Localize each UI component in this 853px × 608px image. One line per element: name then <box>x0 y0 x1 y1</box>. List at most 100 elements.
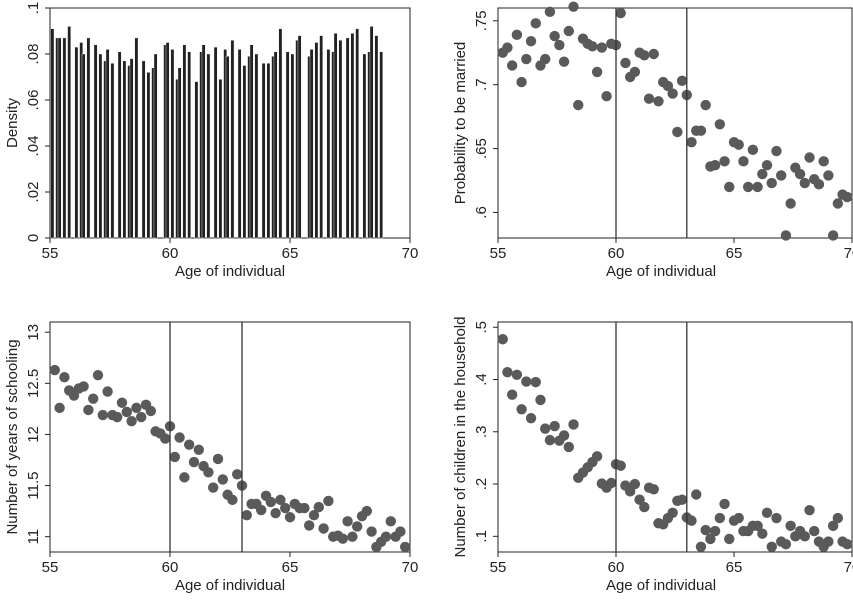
x-axis-label: Age of individual <box>175 263 285 280</box>
y-tick-label: .7 <box>473 78 490 91</box>
panel-4: 55 60 65 70 .1 .2 .3 .4 .5 Age of individual Numbe… <box>452 317 853 594</box>
y-tick-label: 12.5 <box>25 369 42 398</box>
bar <box>177 67 182 239</box>
x-tick-label: 55 <box>42 245 59 262</box>
data-point <box>544 6 556 18</box>
data-point <box>813 179 825 190</box>
bar <box>74 46 79 239</box>
bar <box>141 60 146 239</box>
data-point <box>799 177 810 189</box>
data-point <box>705 533 716 545</box>
data-point <box>227 494 238 506</box>
panel-2: 55 60 65 70 .6 .65 .7 .75 Age of individual Proba… <box>452 1 853 280</box>
data-point <box>525 412 537 424</box>
data-point <box>54 402 65 414</box>
data-point <box>265 496 276 508</box>
data-point <box>102 386 113 397</box>
data-point <box>733 512 744 524</box>
data-point <box>516 76 527 88</box>
data-point <box>648 484 659 495</box>
y-tick-label: 11.5 <box>25 472 42 500</box>
x-tick-label: 70 <box>402 245 419 262</box>
data-point <box>49 364 60 376</box>
data-point <box>752 520 763 532</box>
data-point <box>615 460 626 471</box>
data-point <box>629 66 641 78</box>
data-point <box>78 381 89 392</box>
x-tick-label: 60 <box>608 245 625 262</box>
data-point <box>752 181 763 193</box>
data-point <box>823 536 834 547</box>
data-point <box>530 376 541 388</box>
data-point <box>809 525 820 537</box>
data-point <box>169 451 180 463</box>
data-point <box>700 99 711 111</box>
x-tick-label: 60 <box>162 245 179 262</box>
y-tick-label: 11 <box>25 529 42 545</box>
data-point <box>174 432 185 443</box>
data-point <box>766 177 777 189</box>
data-point <box>653 96 664 107</box>
data-point <box>284 512 296 523</box>
data-point <box>352 521 363 532</box>
data-point <box>179 472 190 483</box>
bar <box>254 53 259 239</box>
data-point <box>695 125 707 136</box>
data-point <box>648 48 659 60</box>
bar <box>86 37 91 239</box>
x-axis-label: Age of individual <box>606 577 716 594</box>
data-point <box>615 7 626 19</box>
data-point <box>568 1 579 12</box>
x-axis-label: Age of individual <box>606 263 716 280</box>
data-point <box>521 376 532 387</box>
data-point <box>385 516 396 527</box>
data-point <box>549 30 560 42</box>
bar <box>213 46 218 239</box>
data-point <box>506 60 518 71</box>
bar <box>194 81 199 239</box>
data-point <box>558 56 570 67</box>
data-point <box>724 533 735 545</box>
data-point <box>785 520 796 532</box>
data-point <box>785 198 796 209</box>
plot-frame <box>49 321 411 553</box>
data-point <box>639 50 650 61</box>
data-point <box>217 474 228 485</box>
data-point <box>88 393 99 404</box>
bar <box>369 26 374 239</box>
bar <box>314 42 319 239</box>
data-point <box>620 57 631 69</box>
bar <box>57 37 62 239</box>
bar <box>326 49 331 239</box>
bar <box>237 49 242 239</box>
x-axis-label: Age of individual <box>175 577 285 594</box>
data-point <box>719 498 730 510</box>
data-point <box>686 515 697 526</box>
data-point <box>818 156 829 167</box>
data-point <box>342 516 353 527</box>
y-tick-label: .06 <box>25 90 42 111</box>
data-point <box>530 18 541 29</box>
data-point <box>591 66 603 78</box>
data-point <box>549 420 560 432</box>
bar <box>50 28 55 239</box>
data-point <box>700 524 711 536</box>
data-point <box>832 512 844 524</box>
data-point <box>563 25 574 37</box>
data-point <box>337 533 348 544</box>
data-point <box>308 510 320 521</box>
data-point <box>361 505 372 517</box>
data-point <box>208 482 219 493</box>
data-point <box>241 510 252 521</box>
data-point <box>395 526 406 537</box>
data-point <box>794 168 806 180</box>
bar <box>350 33 355 239</box>
data-point <box>804 152 815 163</box>
bar <box>290 53 295 239</box>
x-tick-label: 55 <box>42 559 59 576</box>
data-point <box>59 372 70 383</box>
data-point <box>313 501 324 513</box>
data-point <box>738 156 749 167</box>
bar <box>81 53 86 239</box>
